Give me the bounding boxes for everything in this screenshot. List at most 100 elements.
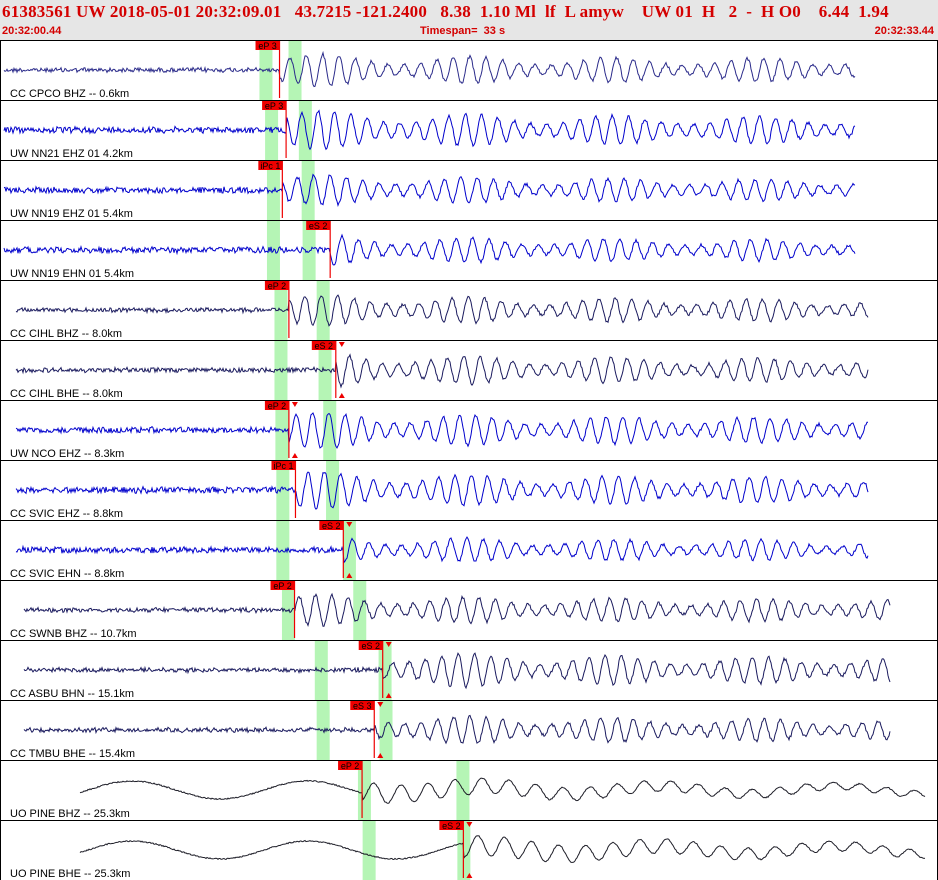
- trace-label: UW NN21 EHZ 01 4.2km: [10, 148, 133, 160]
- pick-window-band: [259, 41, 273, 100]
- pick-arrow-top: [385, 642, 392, 647]
- waveform: [23, 652, 891, 690]
- end-time: 20:32:33.44: [874, 25, 934, 37]
- pick-flag: [358, 641, 383, 650]
- pick-flag: [350, 701, 375, 710]
- trace-label: CC CIHL BHE -- 8.0km: [10, 388, 123, 400]
- pick-arrow-top: [346, 522, 353, 527]
- pick-label: iPc 1: [273, 461, 293, 471]
- pick-flag: [262, 101, 287, 110]
- pick-label: eP 2: [268, 281, 286, 291]
- pick-label: eP 2: [341, 761, 359, 771]
- pick-flag: [439, 821, 464, 830]
- pick-flag: [338, 761, 363, 770]
- pick-label: eP 3: [265, 101, 283, 111]
- trace-label: UW NCO EHZ -- 8.3km: [10, 448, 124, 460]
- pick-arrow-top: [377, 702, 384, 707]
- pick-window-band: [357, 761, 371, 820]
- waveform: [3, 109, 856, 151]
- pick-flag: [264, 281, 289, 290]
- pick-window-band: [326, 461, 340, 520]
- pick-window-band: [362, 821, 376, 880]
- pick-flag: [311, 341, 336, 350]
- pick-arrow-bottom: [291, 453, 298, 458]
- pick-window-band: [298, 101, 312, 160]
- trace-label: CC CIHL BHZ -- 8.0km: [10, 328, 122, 340]
- pick-window-band: [302, 221, 316, 280]
- pick-flag: [271, 461, 296, 470]
- pick-arrow-bottom: [346, 573, 353, 578]
- waveform: [3, 50, 856, 88]
- waveform: [15, 471, 869, 510]
- trace-row: eS 3 CC TMBU BHE -- 15.4km: [0, 700, 938, 760]
- waveform: [79, 777, 926, 804]
- header-bar: 61383561 UW 2018-05-01 20:32:09.01 43.72…: [0, 0, 938, 40]
- trace-label: UW NN19 EHZ 01 5.4km: [10, 208, 133, 220]
- pick-arrow-bottom: [466, 873, 473, 878]
- trace-label: CC CPCO BHZ -- 0.6km: [10, 88, 129, 100]
- timespan-label: Timespan= 33 s: [420, 25, 506, 37]
- pick-label: eS 2: [361, 641, 380, 651]
- trace-label: CC SVIC EHZ -- 8.8km: [10, 508, 123, 520]
- pick-label: eS 3: [353, 701, 372, 711]
- pick-arrow-top: [466, 822, 473, 827]
- pick-flag: [306, 221, 331, 230]
- pick-window-band: [378, 641, 392, 700]
- pick-label: eS 2: [309, 221, 328, 231]
- waveform: [23, 714, 891, 745]
- pick-window-band: [456, 761, 470, 820]
- pick-flag: [270, 581, 295, 590]
- trace-row: eP 2 CC SWNB BHZ -- 10.7km: [0, 580, 938, 640]
- pick-arrow-bottom: [377, 753, 384, 758]
- trace-label: CC SVIC EHN -- 8.8km: [10, 568, 124, 580]
- pick-window-band: [276, 461, 290, 520]
- pick-window-band: [301, 161, 315, 220]
- pick-flag: [255, 41, 280, 50]
- pick-window-band: [288, 41, 302, 100]
- waveform: [3, 173, 856, 208]
- pick-label: eS 2: [442, 821, 461, 831]
- pick-label: iPc 1: [260, 161, 280, 171]
- waveform: [15, 536, 869, 564]
- trace-row: iPc 1 UW NN19 EHZ 01 5.4km: [0, 160, 938, 220]
- waveform: [79, 835, 926, 863]
- pick-flag: [258, 161, 283, 170]
- trace-row: eP 3 UW NN21 EHZ 01 4.2km: [0, 100, 938, 160]
- pick-label: eS 2: [315, 341, 334, 351]
- trace-label: UO PINE BHZ -- 25.3km: [10, 808, 130, 820]
- pick-arrow-top: [338, 342, 345, 347]
- trace-row: eP 2 UW NCO EHZ -- 8.3km: [0, 400, 938, 460]
- waveform: [15, 294, 869, 327]
- waveform: [23, 592, 891, 627]
- trace-row: eP 2 CC CIHL BHZ -- 8.0km: [0, 280, 938, 340]
- trace-label: UW NN19 EHN 01 5.4km: [10, 268, 134, 280]
- pick-arrow-top: [291, 402, 298, 407]
- seismogram-panel[interactable]: eP 3 CC CPCO BHZ -- 0.6km eP 3 UW NN21 EHZ …: [0, 40, 938, 880]
- trace-row: iPc 1 CC SVIC EHZ -- 8.8km: [0, 460, 938, 520]
- pick-window-band: [379, 701, 393, 760]
- start-time: 20:32:00.44: [2, 25, 62, 37]
- trace-row: eS 2 CC ASBU BHN -- 15.1km: [0, 640, 938, 700]
- waveform: [3, 233, 856, 266]
- trace-label: UO PINE BHE -- 25.3km: [10, 868, 130, 880]
- trace-row: eP 3 CC CPCO BHZ -- 0.6km: [0, 40, 938, 100]
- pick-flag: [319, 521, 344, 530]
- pick-label: eP 2: [268, 401, 286, 411]
- trace-row: eP 2 UO PINE BHZ -- 25.3km: [0, 760, 938, 820]
- pick-window-band: [316, 281, 330, 340]
- pick-window-band: [342, 521, 356, 580]
- waveform: [15, 353, 869, 389]
- pick-flag: [264, 401, 289, 410]
- pick-label: eP 3: [258, 41, 276, 51]
- waveform: [15, 412, 868, 449]
- trace-label: CC ASBU BHN -- 15.1km: [10, 688, 134, 700]
- trace-row: eS 2 UO PINE BHE -- 25.3km: [0, 820, 938, 880]
- pick-window-band: [318, 341, 332, 400]
- pick-label: eS 2: [322, 521, 341, 531]
- pick-window-band: [274, 281, 288, 340]
- trace-label: CC TMBU BHE -- 15.4km: [10, 748, 135, 760]
- trace-label: CC SWNB BHZ -- 10.7km: [10, 628, 137, 640]
- pick-arrow-bottom: [338, 393, 345, 398]
- pick-arrow-bottom: [385, 693, 392, 698]
- trace-row: eS 2 CC SVIC EHN -- 8.8km: [0, 520, 938, 580]
